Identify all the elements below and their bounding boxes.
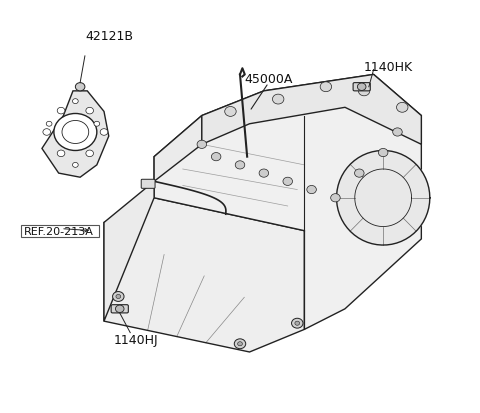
- Circle shape: [225, 107, 236, 117]
- Circle shape: [72, 163, 78, 168]
- Text: REF.20-213A: REF.20-213A: [24, 226, 94, 236]
- Circle shape: [116, 305, 124, 313]
- Circle shape: [94, 122, 100, 127]
- Polygon shape: [42, 92, 109, 178]
- Polygon shape: [154, 75, 421, 330]
- Circle shape: [57, 108, 65, 115]
- Circle shape: [54, 114, 97, 151]
- Circle shape: [86, 151, 94, 157]
- Circle shape: [393, 128, 402, 137]
- Circle shape: [211, 153, 221, 161]
- Circle shape: [283, 178, 292, 186]
- Bar: [22, 226, 99, 237]
- Circle shape: [291, 318, 303, 328]
- Text: 45000A: 45000A: [245, 73, 293, 86]
- Circle shape: [238, 342, 242, 346]
- Circle shape: [355, 170, 364, 178]
- Circle shape: [57, 151, 65, 157]
- Circle shape: [46, 122, 52, 127]
- Circle shape: [295, 321, 300, 325]
- Circle shape: [113, 292, 124, 301]
- Circle shape: [331, 194, 340, 202]
- Circle shape: [86, 108, 94, 115]
- Circle shape: [358, 84, 366, 91]
- FancyBboxPatch shape: [141, 180, 155, 189]
- FancyBboxPatch shape: [353, 83, 370, 92]
- Circle shape: [197, 141, 206, 149]
- Circle shape: [72, 100, 78, 104]
- Circle shape: [320, 83, 332, 93]
- Circle shape: [100, 129, 108, 136]
- Text: 1140HJ: 1140HJ: [114, 333, 158, 347]
- Circle shape: [43, 129, 50, 136]
- Circle shape: [116, 295, 120, 299]
- Circle shape: [75, 83, 85, 92]
- Circle shape: [235, 161, 245, 170]
- Text: 42121B: 42121B: [85, 30, 133, 43]
- Circle shape: [378, 149, 388, 157]
- Circle shape: [273, 95, 284, 105]
- Text: 1140HK: 1140HK: [364, 61, 413, 74]
- Circle shape: [234, 339, 246, 349]
- Polygon shape: [202, 75, 421, 145]
- Polygon shape: [104, 198, 304, 352]
- Circle shape: [359, 87, 370, 97]
- Circle shape: [259, 170, 269, 178]
- Circle shape: [396, 103, 408, 113]
- FancyBboxPatch shape: [111, 305, 128, 313]
- Polygon shape: [336, 151, 430, 245]
- Circle shape: [307, 186, 316, 194]
- Polygon shape: [104, 116, 202, 321]
